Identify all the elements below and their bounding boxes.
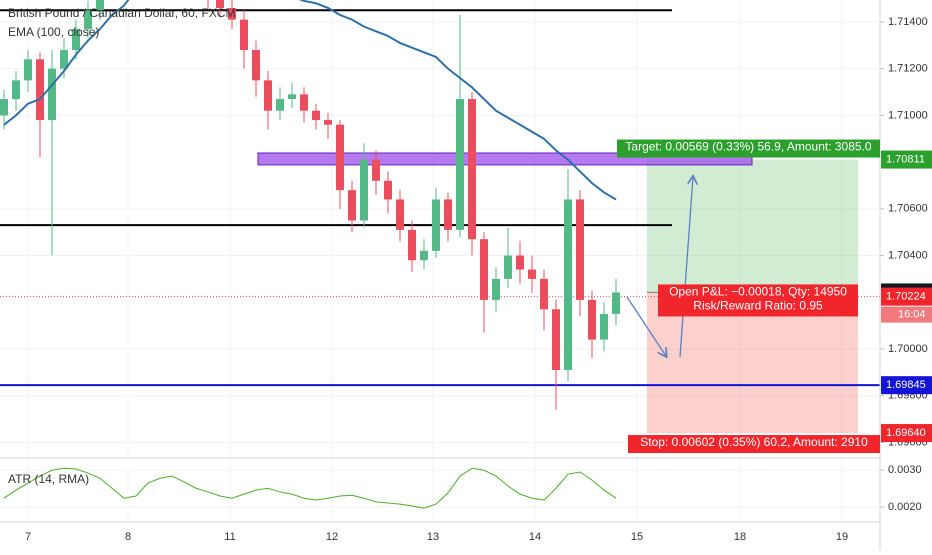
arrow	[679, 177, 693, 358]
candle-body	[552, 309, 560, 370]
atr-line	[3, 467, 617, 509]
y-tick-label: 0.0030	[888, 464, 922, 476]
candle-body	[564, 199, 572, 370]
candle-body	[516, 255, 524, 270]
price-tag	[881, 287, 932, 306]
candle-body	[456, 99, 464, 230]
candle-body	[300, 94, 308, 111]
y-tick-label: 0.0020	[888, 501, 922, 513]
candle-body	[252, 49, 260, 81]
symbol-title: British Pound / Canadian Dollar, 60, FXC…	[8, 6, 235, 20]
candle-body	[276, 99, 284, 111]
candle-body	[48, 68, 56, 121]
candle-body	[372, 159, 380, 181]
labels: 1.71400 1.71200 1.71000 1.70600 1.70400 1.700…	[25, 16, 932, 543]
candle-body	[36, 59, 44, 121]
candle-body	[324, 120, 332, 125]
candle-body	[24, 59, 32, 81]
grid	[0, 0, 884, 520]
candle-body	[228, 7, 236, 20]
candle-body	[420, 250, 428, 261]
candle-body	[96, 0, 104, 11]
candle-body	[588, 299, 596, 340]
price-tag-text: 1.70811	[886, 153, 925, 165]
candle-body	[0, 99, 8, 116]
candle-body	[468, 99, 476, 240]
pnl-label-text: Risk/Reward Ratio: 0.95	[693, 299, 823, 313]
candle-body	[72, 28, 80, 50]
x-tick-label: 7	[25, 531, 31, 543]
candle-body	[384, 180, 392, 200]
candle-body	[444, 199, 452, 230]
price-pane	[0, 0, 880, 410]
y-tick-label: 1.71400	[888, 16, 928, 28]
atr-legend: ATR (14, RMA)	[8, 472, 89, 486]
x-tick-label: 18	[734, 531, 746, 543]
price-tag	[881, 424, 932, 443]
price-tag	[881, 376, 932, 395]
candle-body	[528, 269, 536, 279]
ema-line	[3, 0, 617, 201]
candle-body	[492, 278, 500, 300]
stop-label-box	[628, 435, 880, 454]
ema-legend: EMA (100, close)	[8, 25, 99, 39]
candle-body	[408, 229, 416, 261]
candle-body	[240, 19, 248, 50]
candle-body	[600, 313, 608, 340]
candle-body	[432, 199, 440, 251]
y-tick-label: 1.71200	[888, 63, 928, 75]
y-tick-label: 1.71000	[888, 109, 928, 121]
countdown-box	[881, 306, 932, 323]
candle-body	[480, 239, 488, 300]
candle-body	[288, 94, 296, 100]
target-label-box	[617, 139, 880, 158]
countdown: 16:04	[898, 309, 926, 321]
candle-body	[264, 80, 272, 111]
y-tick-label: 1.70400	[888, 249, 928, 261]
x-tick-label: 11	[224, 531, 235, 543]
candle-body	[216, 0, 224, 8]
price-tag-text: 1.70224	[886, 291, 926, 303]
candle-body	[576, 199, 584, 300]
candle-body	[612, 292, 620, 314]
candle-body	[312, 110, 320, 121]
x-tick-label: 14	[529, 531, 541, 543]
candle-body	[84, 10, 92, 29]
candle-body	[360, 159, 368, 221]
candle-body	[540, 278, 548, 310]
x-tick-label: 15	[631, 531, 643, 543]
arrow	[626, 296, 666, 356]
candle-body	[504, 255, 512, 279]
y-tick-label: 1.70000	[888, 343, 928, 355]
candle-body	[12, 80, 20, 100]
y-tick-label: 1.70600	[888, 203, 928, 215]
price-tag-text: 1.69640	[886, 427, 926, 439]
x-tick-label: 12	[326, 531, 338, 543]
stop-label-text: Stop: 0.00602 (0.35%) 60.2, Amount: 2910	[640, 435, 868, 449]
x-tick-label: 8	[125, 531, 131, 543]
x-tick-label: 13	[427, 531, 439, 543]
pnl-label-text: Open P&L: −0.00018, Qty: 14950	[669, 285, 847, 299]
candle-body	[60, 49, 68, 69]
target-label-text: Target: 0.00569 (0.33%) 56.9, Amount: 30…	[625, 140, 871, 154]
candle-body	[348, 190, 356, 221]
atr-pane	[3, 467, 617, 509]
profit-zone	[647, 159, 858, 293]
pnl-label-box	[658, 284, 858, 317]
candle-body	[396, 199, 404, 230]
price-tag-text: 1.69845	[886, 379, 926, 391]
x-tick-label: 19	[836, 531, 848, 543]
price-tag	[881, 150, 932, 169]
zone-rect	[257, 152, 753, 166]
candle-body	[336, 124, 344, 191]
